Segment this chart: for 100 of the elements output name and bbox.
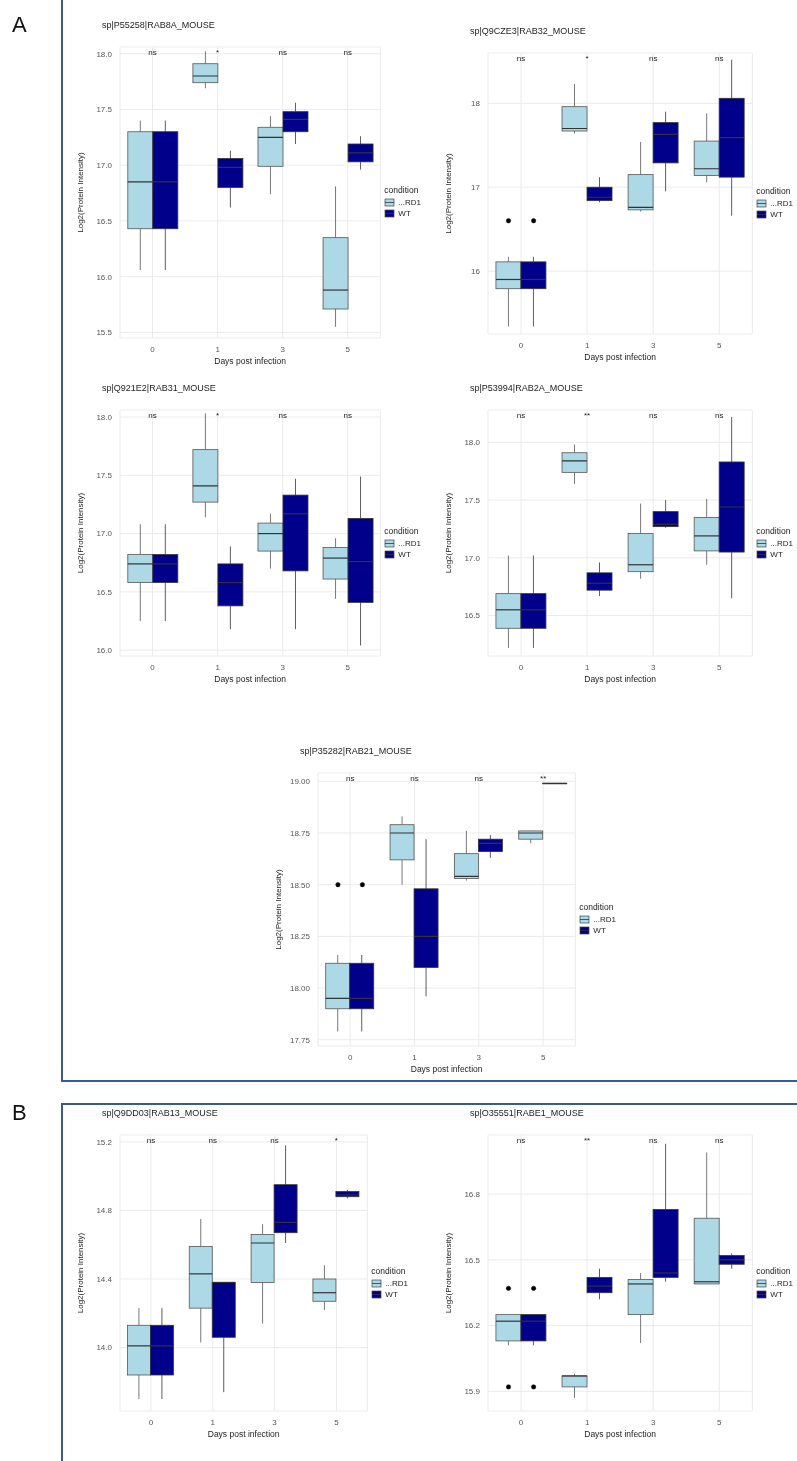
legend-title: condition — [756, 1265, 792, 1276]
x-tick-label: 1 — [210, 1417, 216, 1427]
x-tick-label: 5 — [345, 344, 351, 354]
x-tick-label: 5 — [540, 1052, 546, 1062]
x-tick-label: 1 — [584, 662, 590, 672]
y-tick-label: 17.0 — [96, 529, 113, 539]
y-tick-label: 14.8 — [96, 1206, 113, 1216]
legend-label: ...RD1 — [770, 199, 793, 208]
y-tick-label: 18.0 — [96, 412, 113, 422]
x-tick-label: 3 — [272, 1417, 278, 1427]
y-tick-label: 17.75 — [289, 1035, 311, 1045]
legend-label: WT — [385, 1289, 398, 1299]
y-tick-label: 16.0 — [96, 272, 113, 282]
annotation: ns — [648, 410, 658, 420]
x-tick-label: 3 — [476, 1052, 482, 1062]
y-tick-label: 17 — [471, 183, 481, 193]
annotation: ** — [584, 410, 591, 420]
legend-label: ...RD1 — [770, 538, 793, 548]
annotation: ns — [208, 1135, 217, 1145]
legend-label: WT — [770, 1289, 783, 1299]
text: B — [12, 1100, 27, 1126]
x-axis-title: Days post infection — [410, 1064, 483, 1074]
y-tick-label: 17.0 — [96, 161, 113, 171]
legend-title: condition — [384, 525, 420, 536]
annotation: ns — [410, 773, 419, 783]
x-tick-label: 5 — [345, 662, 351, 672]
x-tick-label: 1 — [215, 662, 221, 672]
y-tick-label: 14.4 — [96, 1274, 113, 1284]
annotation: ns — [648, 1135, 658, 1145]
annotation: * — [216, 47, 220, 57]
y-tick-label: 16.5 — [464, 1255, 481, 1265]
x-tick-label: 0 — [518, 1417, 524, 1427]
annotation: ns — [648, 53, 658, 63]
text: A — [12, 12, 27, 38]
legend-title: condition — [756, 525, 792, 536]
x-axis-title: Days post infection — [584, 1429, 657, 1439]
annotation: * — [334, 1135, 338, 1145]
annotation: ns — [474, 773, 484, 783]
x-tick-label: 5 — [717, 662, 723, 672]
legend-label: ...RD1 — [770, 1278, 793, 1288]
legend-title: condition — [756, 186, 792, 196]
y-axis-title: Log2(Protein Intensity) — [273, 868, 283, 950]
annotation: ns — [345, 773, 355, 783]
chart-title: sp|P53994|RAB2A_MOUSE — [469, 383, 584, 395]
annotation: ns — [343, 410, 353, 420]
x-tick-label: 0 — [150, 662, 156, 672]
x-tick-label: 0 — [150, 344, 156, 354]
annotation: ns — [148, 410, 157, 420]
legend-label: WT — [770, 210, 783, 219]
y-axis-title: Log2(Protein Intensity) — [75, 492, 85, 574]
x-tick-label: 3 — [650, 340, 656, 350]
chart-title: sp|Q9CZE3|RAB32_MOUSE — [469, 26, 587, 38]
x-tick-label: 1 — [584, 1417, 590, 1427]
chart-title: sp|O35551|RABE1_MOUSE — [469, 1108, 585, 1120]
annotation: ** — [540, 773, 547, 783]
annotation: ns — [270, 1135, 279, 1145]
legend-label: WT — [593, 926, 606, 935]
y-tick-label: 15.2 — [96, 1137, 113, 1147]
y-tick-label: 16.5 — [464, 611, 481, 621]
y-tick-label: 18.25 — [289, 932, 311, 942]
annotation: * — [585, 53, 589, 63]
annotation: ns — [278, 47, 287, 57]
x-tick-label: 3 — [280, 344, 286, 354]
y-tick-label: 16.0 — [96, 646, 113, 656]
legend-title: condition — [579, 902, 615, 912]
y-tick-label: 16.5 — [96, 587, 113, 597]
legend-label: WT — [398, 549, 411, 559]
x-tick-label: 3 — [650, 662, 656, 672]
y-tick-label: 17.0 — [464, 553, 481, 563]
x-tick-label: 3 — [650, 1417, 656, 1427]
legend-label: WT — [398, 209, 411, 218]
x-tick-label: 1 — [584, 340, 590, 350]
y-tick-label: 17.5 — [96, 105, 113, 115]
y-tick-label: 18 — [471, 99, 481, 109]
legend-title: condition — [384, 185, 420, 195]
x-axis-title: Days post infection — [207, 1429, 280, 1439]
y-axis-title: Log2(Protein Intensity) — [75, 1232, 85, 1314]
legend-label: ...RD1 — [398, 198, 421, 207]
annotation: ns — [148, 47, 157, 57]
y-tick-label: 15.5 — [96, 328, 113, 338]
x-tick-label: 0 — [347, 1052, 353, 1062]
y-tick-label: 14.0 — [96, 1343, 113, 1353]
x-axis-title: Days post infection — [214, 356, 287, 366]
annotation: ** — [584, 1135, 591, 1145]
y-tick-label: 19.00 — [289, 777, 311, 787]
y-tick-label: 17.5 — [96, 471, 113, 481]
chart-title: sp|Q9DD03|RAB13_MOUSE — [101, 1108, 219, 1120]
x-tick-label: 0 — [518, 662, 524, 672]
y-axis-title: Log2(Protein Intensity) — [443, 152, 453, 234]
x-tick-label: 1 — [412, 1052, 418, 1062]
x-tick-label: 1 — [215, 344, 221, 354]
x-tick-label: 5 — [334, 1417, 340, 1427]
y-tick-label: 18.75 — [289, 828, 311, 838]
legend-label: ...RD1 — [398, 538, 421, 548]
y-tick-label: 15.9 — [464, 1387, 481, 1397]
legend-label: WT — [770, 549, 783, 559]
y-tick-label: 18.0 — [96, 49, 113, 59]
annotation: * — [216, 410, 220, 420]
chart-title: sp|P35282|RAB21_MOUSE — [299, 746, 413, 758]
x-tick-label: 3 — [280, 662, 286, 672]
